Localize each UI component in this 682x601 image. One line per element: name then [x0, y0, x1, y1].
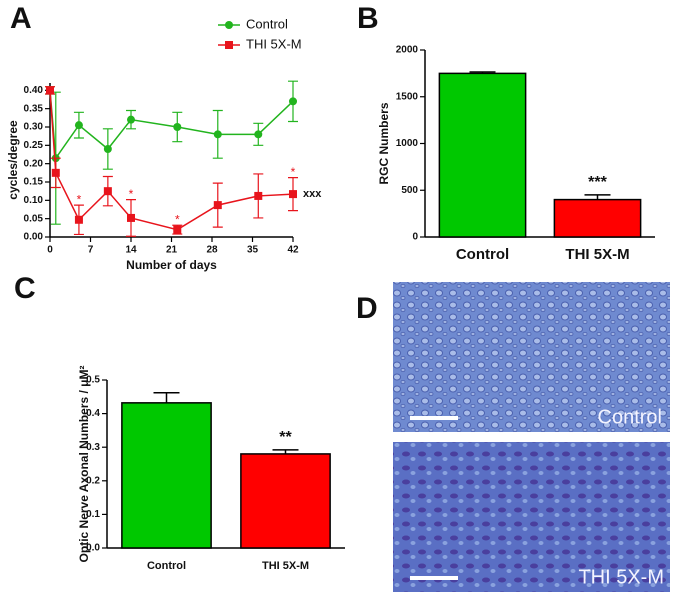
y-tick-label: 0.35	[24, 103, 44, 114]
micrograph: THI 5X-M	[393, 442, 670, 592]
y-tick-label: 0.5	[86, 375, 100, 386]
x-tick-label: 21	[166, 245, 178, 256]
y-tick-label: 0.05	[24, 213, 44, 224]
annotation: xxx	[303, 188, 322, 200]
marker	[213, 201, 222, 210]
bar	[240, 453, 331, 549]
marker	[254, 130, 263, 139]
image-label: Control	[598, 406, 662, 428]
y-tick-label: 0.15	[24, 177, 44, 188]
x-tick-label: Control	[456, 246, 509, 263]
y-tick-label: 1000	[396, 138, 419, 149]
x-tick-label: 7	[88, 245, 94, 256]
marker	[103, 187, 112, 196]
legend-label: Control	[246, 16, 288, 31]
marker	[289, 190, 297, 199]
y-tick-label: 0.4	[86, 408, 100, 419]
annotation: *	[175, 212, 180, 226]
marker	[213, 130, 222, 139]
y-tick-label: 0.40	[24, 85, 44, 96]
x-tick-label: Control	[147, 560, 186, 572]
annotation: *	[77, 192, 82, 206]
panel-letter: A	[10, 2, 32, 35]
annotation: ***	[588, 174, 607, 191]
bar	[553, 198, 642, 238]
image-label: THI 5X-M	[578, 566, 664, 588]
y-axis-label: RGC Numbers	[377, 102, 391, 184]
annotation: **	[279, 429, 292, 446]
y-tick-label: 0.2	[86, 475, 100, 486]
error-bar	[272, 449, 299, 454]
y-axis-label: cycles/degree	[6, 120, 20, 200]
marker	[127, 213, 135, 222]
legend-marker	[225, 41, 233, 49]
y-axis-label: Optic Nerve Axonal Numbers / μM²	[77, 366, 91, 563]
y-tick-label: 0.25	[24, 140, 44, 151]
series-line	[49, 90, 294, 231]
y-tick-label: 0.0	[86, 543, 100, 554]
marker	[173, 225, 182, 234]
annotation: *	[291, 165, 296, 179]
x-tick-label: 35	[247, 245, 259, 256]
y-tick-label: 0.20	[24, 158, 44, 169]
marker	[46, 86, 54, 95]
series-line	[49, 90, 294, 161]
x-tick-label: 0	[47, 245, 53, 256]
error-bar	[584, 194, 611, 200]
marker	[127, 115, 135, 124]
micrograph: Control	[393, 282, 670, 432]
annotation: *	[129, 187, 134, 201]
error-bar	[153, 392, 180, 403]
panel-letter: D	[356, 292, 378, 325]
panel-letter: C	[14, 272, 36, 305]
y-tick-label: 1500	[396, 91, 419, 102]
x-tick-label: THI 5X-M	[565, 246, 629, 263]
y-tick-label: 0.10	[24, 195, 44, 206]
y-tick-label: 0.1	[86, 509, 100, 520]
bar	[121, 402, 212, 549]
y-tick-label: 0.30	[24, 122, 44, 133]
marker	[51, 168, 60, 177]
marker	[103, 145, 112, 153]
panel-letter: B	[357, 2, 379, 35]
y-tick-label: 0.3	[86, 442, 100, 453]
marker	[173, 123, 182, 131]
x-tick-label: 14	[125, 245, 137, 256]
marker	[254, 191, 263, 200]
bar	[438, 72, 527, 238]
x-tick-label: THI 5X-M	[262, 560, 309, 572]
marker	[74, 215, 83, 224]
marker	[289, 97, 297, 106]
y-tick-label: 0	[412, 232, 418, 243]
legend-label: THI 5X-M	[246, 36, 302, 51]
x-tick-label: 28	[206, 245, 218, 256]
y-tick-label: 500	[401, 185, 418, 196]
x-tick-label: 42	[287, 245, 299, 256]
marker	[74, 121, 83, 130]
y-tick-label: 2000	[396, 45, 419, 56]
y-tick-label: 0.00	[24, 232, 44, 243]
x-axis-label: Number of days	[126, 258, 217, 272]
error-bar	[469, 71, 496, 74]
legend-marker	[225, 21, 233, 29]
